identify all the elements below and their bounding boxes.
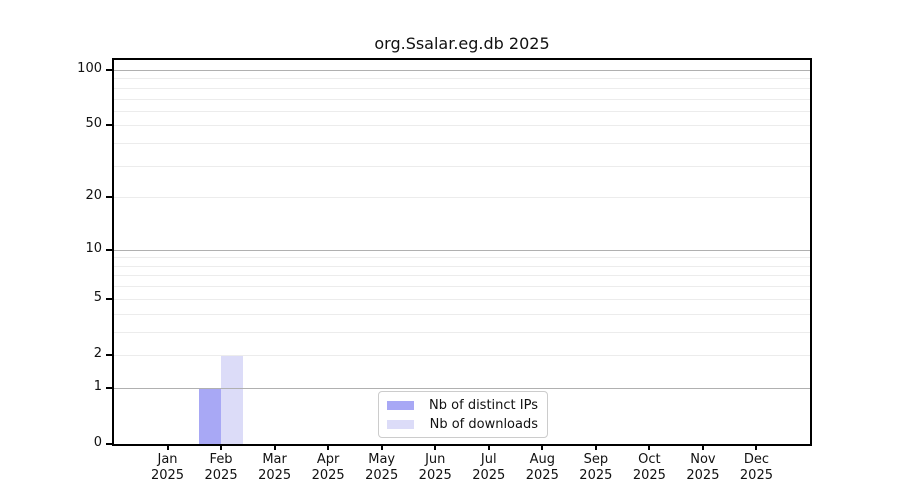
y-axis-tick [106,353,112,356]
minor-gridline [114,125,810,127]
major-gridline [114,70,810,71]
x-axis-tick [755,444,758,450]
y-tick-label: 100 [77,61,102,76]
y-tick-label: 5 [93,289,102,305]
minor-gridline [114,143,810,145]
x-tick-label: Apr 2025 [311,452,345,483]
x-axis-tick [594,444,597,450]
x-tick-label: Jul 2025 [472,452,506,483]
x-tick-label: Nov 2025 [686,452,720,483]
minor-gridline [114,286,810,288]
x-axis-tick [487,444,490,450]
y-axis-tick [106,386,112,389]
x-axis-tick [166,444,169,450]
x-axis-tick [648,444,651,450]
x-tick-label: Dec 2025 [739,452,773,483]
bar-downloads [221,354,244,444]
x-axis-tick [380,444,383,450]
minor-gridline [114,265,810,267]
x-axis-tick [273,444,276,450]
minor-gridline [114,165,810,167]
bar-distinct-ips [199,387,222,444]
y-axis-tick [106,297,112,300]
y-tick-label: 10 [85,240,102,256]
y-tick-label: 0 [93,435,102,450]
x-tick-label: Sep 2025 [579,452,613,483]
legend-swatch-icon [387,400,414,410]
x-tick-label: Aug 2025 [525,452,559,483]
x-tick-label: Feb 2025 [204,452,238,483]
legend-item-label: Nb of downloads [429,416,538,432]
y-axis-tick [106,69,112,71]
minor-gridline [114,98,810,100]
legend-item: Nb of downloads [387,416,538,432]
x-axis-tick [701,444,704,450]
minor-gridline [114,275,810,277]
y-axis-tick [106,248,112,251]
x-tick-label: Mar 2025 [258,452,292,483]
y-axis-tick [106,196,112,199]
x-tick-label: Jan 2025 [150,452,185,483]
y-tick-label: 20 [85,188,102,204]
minor-gridline [114,197,810,199]
minor-gridline [114,257,810,259]
y-tick-label: 2 [93,345,102,361]
x-tick-label: May 2025 [365,452,399,483]
minor-gridline [114,78,810,80]
y-axis-tick [106,124,112,127]
x-axis-tick [541,444,544,450]
y-tick-label: 50 [85,116,102,132]
minor-gridline [114,298,810,300]
minor-gridline [114,354,810,356]
y-tick-label: 1 [93,378,102,394]
minor-gridline [114,313,810,315]
x-axis-tick [434,444,437,450]
legend-swatch-icon [387,419,414,429]
legend: Nb of distinct IPs Nb of downloads [378,391,548,438]
major-gridline [114,387,810,389]
chart-title: org.Ssalar.eg.db 2025 [374,34,550,53]
x-axis-tick [220,444,223,450]
major-gridline [114,249,810,251]
x-tick-label: Jun 2025 [418,452,452,483]
minor-gridline [114,87,810,89]
minor-gridline [114,110,810,112]
x-axis-tick [327,444,330,450]
minor-gridline [114,331,810,333]
y-axis-tick [106,443,112,445]
legend-item: Nb of distinct IPs [387,397,538,413]
legend-item-label: Nb of distinct IPs [429,397,538,413]
x-tick-label: Oct 2025 [632,452,666,483]
